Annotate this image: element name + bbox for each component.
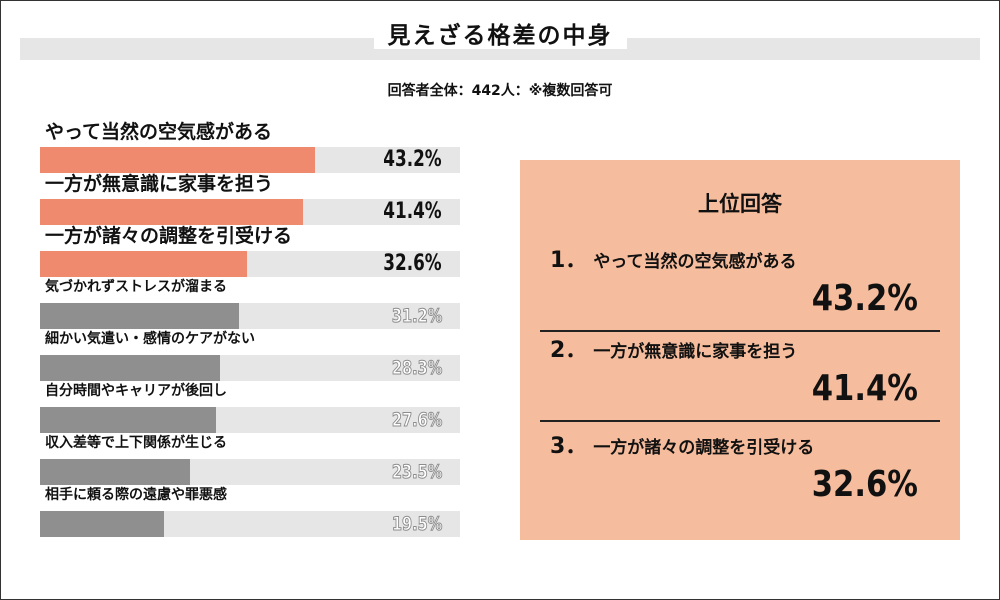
bar (40, 251, 247, 277)
bar-value-label: 43.2% (383, 147, 442, 172)
top-answers-box: 上位回答 1． やって当然の空気感がある 43.2% 2． 一方が無意識に家事を担う… (520, 160, 960, 540)
rank-number: 2． (550, 338, 588, 363)
bar-value-label: 23.5% (391, 461, 442, 484)
rank-item: 3． 一方が諸々の調整を引受ける 32.6% (540, 428, 940, 518)
rank-divider (540, 420, 940, 422)
bar-category-label: 気づかれずストレスが溜まる (45, 279, 227, 295)
bar-row: 気づかれずストレスが溜まる 31.2% (40, 269, 460, 329)
title-band (20, 38, 980, 60)
bar-category-label: やって当然の空気感がある (45, 121, 273, 143)
rank-text: 一方が無意識に家事を担う (593, 342, 798, 362)
bar-category-label: 一方が無意識に家事を担う (45, 173, 274, 195)
bar-row: 一方が無意識に家事を担う 41.4% (40, 165, 460, 225)
rank-value: 43.2% (811, 278, 918, 319)
chart-title: 見えざる格差の中身 (0, 16, 1000, 50)
bar-value-label: 19.5% (391, 513, 442, 536)
bar (40, 303, 239, 329)
rank-number: 3． (550, 434, 588, 459)
bar-row: 自分時間やキャリアが後回し 27.6% (40, 373, 460, 433)
bar (40, 459, 190, 485)
bar-row: やって当然の空気感がある 43.2% (40, 113, 460, 173)
bar-value-label: 31.2% (391, 305, 442, 328)
bar (40, 511, 164, 537)
bar-row: 一方が諸々の調整を引受ける 32.6% (40, 217, 460, 277)
bar (40, 199, 303, 225)
bar-value-label: 32.6% (383, 251, 442, 276)
bar-row: 相手に頼る際の遠慮や罪悪感 19.5% (40, 477, 460, 537)
rank-label: 2． 一方が無意識に家事を担う (550, 332, 797, 364)
rank-text: やって当然の空気感がある (593, 252, 797, 272)
bar-value-label: 27.6% (391, 409, 442, 432)
chart-title-text: 見えざる格差の中身 (373, 23, 627, 49)
bar (40, 147, 315, 173)
rank-number: 1． (550, 248, 588, 273)
bar-category-label: 細かい気遣い・感情のケアがない (45, 331, 255, 347)
bar-row: 細かい気遣い・感情のケアがない 28.3% (40, 321, 460, 381)
rank-divider (540, 330, 940, 332)
rank-text: 一方が諸々の調整を引受ける (593, 438, 815, 458)
rank-label: 1． やって当然の空気感がある (550, 242, 796, 274)
rank-value: 32.6% (811, 464, 918, 505)
bar-value-label: 28.3% (391, 357, 442, 380)
bar (40, 355, 220, 381)
rank-item: 1． やって当然の空気感がある 43.2% (540, 242, 940, 332)
rank-label: 3． 一方が諸々の調整を引受ける (550, 428, 814, 460)
top-answers-title: 上位回答 (698, 192, 782, 216)
bar (40, 407, 216, 433)
bar-category-label: 相手に頼る際の遠慮や罪悪感 (45, 487, 227, 503)
chart-subtitle: 回答者全体：442人：※複数回答可 (387, 83, 613, 99)
bar-category-label: 収入差等で上下関係が生じる (45, 435, 227, 451)
bar-category-label: 一方が諸々の調整を引受ける (45, 225, 293, 247)
rank-value: 41.4% (811, 368, 918, 409)
bar-category-label: 自分時間やキャリアが後回し (45, 383, 227, 399)
rank-item: 2． 一方が無意識に家事を担う 41.4% (540, 332, 940, 422)
bar-value-label: 41.4% (383, 199, 442, 224)
bar-row: 収入差等で上下関係が生じる 23.5% (40, 425, 460, 485)
